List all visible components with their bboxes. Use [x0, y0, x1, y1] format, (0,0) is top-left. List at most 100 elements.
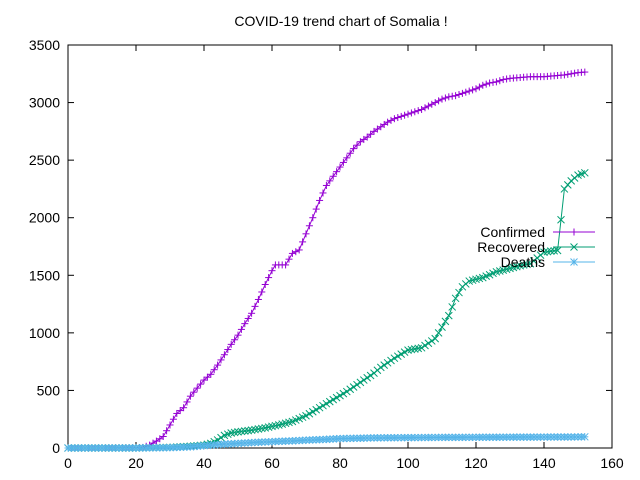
data-point	[431, 334, 440, 343]
data-point	[571, 69, 579, 77]
data-point	[237, 325, 245, 333]
data-point	[411, 108, 419, 116]
y-tick-label: 2000	[29, 210, 60, 226]
y-tick-label: 3500	[29, 37, 60, 53]
data-point	[339, 389, 348, 398]
data-point	[203, 373, 211, 381]
data-point	[455, 91, 463, 99]
data-point	[305, 222, 313, 230]
data-point	[376, 363, 385, 372]
data-point	[469, 86, 477, 94]
data-point	[492, 78, 500, 86]
data-point	[197, 380, 205, 388]
data-point	[444, 311, 453, 320]
data-point	[265, 274, 273, 282]
data-point	[207, 370, 215, 378]
data-point	[217, 356, 225, 364]
x-tick-label: 120	[464, 455, 488, 471]
series-layer	[64, 68, 589, 452]
data-point	[200, 376, 208, 384]
data-point	[390, 115, 398, 123]
data-point	[448, 303, 457, 311]
data-point	[356, 378, 365, 387]
data-point	[407, 109, 415, 117]
data-point	[359, 376, 368, 384]
y-tick-label: 3000	[29, 95, 60, 111]
data-point	[367, 130, 375, 138]
data-point	[183, 398, 191, 406]
data-point	[166, 421, 174, 429]
data-point	[227, 340, 235, 348]
data-point	[350, 145, 358, 153]
data-point	[557, 215, 565, 224]
data-point	[217, 433, 225, 442]
data-point	[319, 189, 327, 197]
data-point	[336, 163, 344, 171]
data-point	[387, 356, 395, 365]
data-point	[546, 247, 555, 255]
data-point	[363, 133, 371, 141]
data-point	[322, 181, 330, 189]
y-tick-label: 1000	[29, 325, 60, 341]
data-point	[234, 428, 242, 436]
series-deaths	[64, 432, 589, 452]
data-point	[240, 427, 249, 435]
data-point	[353, 380, 361, 389]
data-point	[564, 70, 572, 78]
data-point	[448, 92, 456, 100]
data-point	[346, 149, 354, 157]
data-point	[472, 85, 480, 93]
x-tick-label: 60	[264, 455, 280, 471]
data-point	[580, 168, 589, 177]
data-point	[489, 78, 497, 86]
data-point	[383, 358, 392, 367]
data-point	[452, 92, 460, 100]
data-point	[479, 81, 487, 89]
data-point	[421, 104, 429, 112]
data-point	[159, 432, 167, 440]
data-point	[455, 288, 463, 297]
data-point	[486, 79, 494, 87]
data-point	[248, 309, 256, 317]
data-point	[496, 77, 504, 85]
x-tick-label: 160	[600, 455, 624, 471]
data-point	[475, 83, 483, 91]
data-point	[319, 401, 327, 410]
data-point	[244, 426, 253, 435]
data-point	[353, 141, 361, 149]
data-point	[231, 336, 239, 344]
data-point	[254, 295, 262, 303]
data-point	[241, 320, 249, 328]
data-point	[421, 341, 429, 350]
x-tick-label: 140	[532, 455, 556, 471]
data-point	[193, 384, 201, 392]
x-tick-label: 20	[128, 455, 144, 471]
data-point	[332, 393, 341, 402]
data-point	[190, 388, 198, 396]
data-point	[333, 168, 341, 176]
series-recovered	[64, 168, 589, 452]
chart-title: COVID-19 trend chart of Somalia !	[234, 13, 447, 29]
data-point	[312, 205, 320, 213]
data-point	[400, 348, 409, 356]
data-point	[465, 87, 473, 95]
data-point	[387, 116, 395, 124]
y-tick-label: 2500	[29, 152, 60, 168]
data-point	[431, 99, 439, 107]
data-point	[553, 246, 562, 255]
data-point	[503, 75, 511, 83]
data-point	[458, 89, 466, 97]
data-point	[282, 261, 290, 269]
data-point	[349, 383, 358, 391]
data-point	[312, 405, 321, 414]
data-point	[384, 118, 392, 126]
data-point	[380, 361, 389, 369]
data-point	[404, 110, 412, 118]
data-point	[366, 371, 375, 380]
data-point	[308, 407, 317, 416]
data-point	[441, 94, 449, 102]
data-point	[397, 350, 406, 359]
data-point	[251, 302, 259, 310]
data-point	[424, 339, 433, 348]
data-point	[237, 427, 246, 436]
